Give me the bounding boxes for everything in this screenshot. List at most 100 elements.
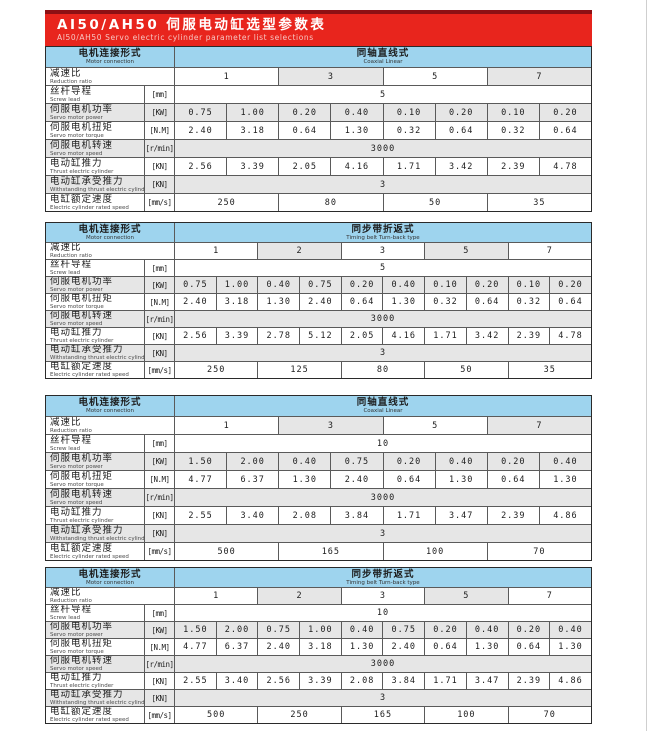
- value-cell: 250: [174, 362, 257, 378]
- value-cell: 0.40: [330, 104, 383, 121]
- row-rated_speed: 电缸额定速度 Electric cylinder rated speed [mm/s…: [46, 193, 591, 211]
- value-cell: 1.00: [215, 277, 258, 293]
- unit-rated_speed: [mm/s]: [144, 543, 174, 560]
- cylinder-type-header: 同轴直线式 Coaxial Linear: [174, 396, 591, 416]
- row-label-withstand: 电动缸承受推力 Withstanding thrust electric cyli…: [46, 525, 144, 542]
- motor-connection-label-en: Motor connection: [86, 59, 134, 65]
- row-rated_speed: 电缸额定速度 Electric cylinder rated speed [mm/s…: [46, 361, 591, 378]
- value-cell: 0.10: [424, 277, 466, 293]
- row-ratios: 减速比 Reduction ratio 1 2 3 5 7: [46, 242, 591, 259]
- page-title: AI50/AH50 伺服电动缸选型参数表: [57, 17, 327, 33]
- row-rated_speed: 电缸额定速度 Electric cylinder rated speed [mm/s…: [46, 542, 591, 560]
- value-cell: 50: [424, 362, 507, 378]
- value-cell: 5: [174, 86, 591, 103]
- row-label-withstand: 电动缸承受推力 Withstanding thrust electric cyli…: [46, 690, 144, 706]
- row-label-en: Withstanding thrust electric cylinder: [50, 700, 144, 706]
- value-cell: 35: [507, 362, 591, 378]
- motor-connection-label-en: Motor connection: [86, 408, 134, 414]
- value-cell: 1.50: [174, 453, 227, 470]
- unit-lead: [mm]: [144, 86, 174, 103]
- row-label-torque: 伺服电机扭矩 Servo motor torque: [46, 294, 144, 310]
- value-cell: 10: [174, 435, 591, 452]
- row-label-en: Electric cylinder rated speed: [50, 553, 129, 560]
- value-cell: 2.40: [257, 639, 299, 655]
- value-cell: 7: [486, 417, 591, 434]
- row-label-en: Servo motor speed: [50, 150, 103, 157]
- row-label-rated_speed: 电缸额定速度 Electric cylinder rated speed: [46, 707, 144, 723]
- value-cell: 3: [278, 68, 383, 85]
- motor-connection-header: 电机连接形式 Motor connection: [46, 47, 174, 67]
- value-cell: 0.10: [486, 104, 539, 121]
- value-cell: 0.20: [538, 104, 591, 121]
- value-cell: 3000: [174, 311, 591, 327]
- row-label-zh: 电动缸承受推力: [50, 176, 124, 187]
- value-cell: 3.39: [215, 328, 258, 344]
- row-ratios: 减速比 Reduction ratio 1 3 5 7: [46, 416, 591, 434]
- value-cell: 0.64: [507, 639, 550, 655]
- row-values-rated_speed: 500 165 100 70: [174, 543, 591, 560]
- row-withstand: 电动缸承受推力 Withstanding thrust electric cyli…: [46, 344, 591, 361]
- value-cell: 0.40: [278, 453, 331, 470]
- value-cell: 10: [174, 605, 591, 621]
- row-thrust: 电动缸推力 Thrust electric cylinder [KN] 2.56 3.3…: [46, 157, 591, 175]
- value-cell: 5: [424, 588, 508, 604]
- page-subtitle: AI50/AH50 Servo electric cylinder parame…: [57, 33, 314, 42]
- value-cell: 165: [278, 543, 382, 560]
- row-thrust: 电动缸推力 Thrust electric cylinder [KN] 2.56 3.3…: [46, 327, 591, 344]
- cylinder-type-label-zh: 同轴直线式: [356, 48, 410, 59]
- value-cell: 3.40: [226, 507, 278, 524]
- row-torque: 伺服电机扭矩 Servo motor torque [N.M] 2.40 3.18 0.6…: [46, 121, 591, 139]
- value-cell: 2.39: [486, 507, 539, 524]
- row-label-en: Servo motor power: [50, 463, 103, 470]
- value-cell: 2.40: [382, 639, 424, 655]
- unit-thrust: [KN]: [144, 328, 174, 344]
- row-rated_speed: 电缸额定速度 Electric cylinder rated speed [mm/s…: [46, 706, 591, 723]
- row-label-en: Electric cylinder rated speed: [50, 717, 129, 723]
- row-torque: 伺服电机扭矩 Servo motor torque [N.M] 4.77 6.37 1.3…: [46, 470, 591, 488]
- value-cell: 1.30: [434, 471, 487, 488]
- unit-power: [KW]: [144, 453, 174, 470]
- row-values-rated_speed: 250 125 80 50 35: [174, 362, 591, 378]
- value-cell: 0.75: [257, 622, 300, 638]
- value-cell: 1: [174, 588, 257, 604]
- unit-speed: [r/min]: [144, 656, 174, 672]
- row-label-speed: 伺服电机转速 Servo motor speed: [46, 656, 144, 672]
- row-label-zh: 电缸额定速度: [50, 362, 114, 372]
- cylinder-type-label-zh: 同步带折返式: [351, 568, 415, 580]
- row-power: 伺服电机功率 Servo motor power [KW] 1.50 2.00 0.75 1…: [46, 621, 591, 638]
- unit-power: [KW]: [144, 622, 174, 638]
- row-values-rated_speed: 250 80 50 35: [174, 194, 591, 211]
- value-cell: 0.64: [340, 294, 383, 310]
- value-cell: 1.30: [382, 294, 424, 310]
- row-speed: 伺服电机转速 Servo motor speed [r/min] 3000: [46, 310, 591, 327]
- row-label-torque: 伺服电机扭矩 Servo motor torque: [46, 471, 144, 488]
- value-cell: 3.18: [226, 122, 278, 139]
- row-label-ratios: 减速比 Reduction ratio: [46, 588, 174, 604]
- value-cell: 1.71: [382, 158, 435, 175]
- cylinder-type-label-en: Timing belt Turn-back type: [346, 579, 420, 586]
- value-cell: 2.56: [174, 328, 216, 344]
- row-values-rated_speed: 500 250 165 100 70: [174, 707, 591, 723]
- row-values-withstand: 3: [174, 525, 591, 542]
- value-cell: 0.40: [538, 453, 591, 470]
- row-withstand: 电动缸承受推力 Withstanding thrust electric cyli…: [46, 689, 591, 706]
- value-cell: 3.42: [434, 158, 487, 175]
- unit-rated_speed: [mm/s]: [144, 362, 174, 378]
- row-label-lead: 丝杆导程 Screw lead: [46, 260, 144, 276]
- value-cell: 4.16: [382, 328, 424, 344]
- row-values-torque: 4.77 6.37 1.30 2.40 0.64 1.30 0.64 1.30: [174, 471, 591, 488]
- value-cell: 5.12: [299, 328, 341, 344]
- value-cell: 0.10: [507, 277, 550, 293]
- value-cell: 3: [340, 588, 424, 604]
- row-label-en: Electric cylinder rated speed: [50, 372, 129, 378]
- value-cell: 2.40: [330, 471, 382, 488]
- value-cell: 1.00: [226, 104, 279, 121]
- parameter-table-coaxial-lead10: 电机连接形式 Motor connection 同轴直线式 Coaxial Linea…: [45, 395, 592, 561]
- title-banner: AI50/AH50 伺服电动缸选型参数表 AI50/AH50 Servo ele…: [45, 10, 592, 46]
- value-cell: 3000: [174, 140, 591, 157]
- row-label-en: Screw lead: [50, 270, 81, 276]
- value-cell: 1.30: [465, 639, 508, 655]
- row-label-en: Servo motor torque: [50, 649, 104, 655]
